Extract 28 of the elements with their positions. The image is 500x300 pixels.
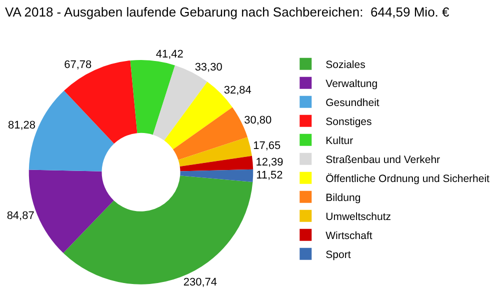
data-label: 33,30: [194, 61, 222, 74]
legend-label: Öffentliche Ordnung und Sicherheit: [326, 172, 490, 185]
legend-label: Sport: [326, 248, 351, 261]
legend-label: Verwaltung: [326, 78, 378, 90]
legend-label: Bildung: [326, 192, 361, 204]
donut-slice: [180, 156, 254, 172]
donut-slice: [180, 169, 254, 182]
legend-label: Soziales: [326, 58, 366, 71]
donut-slice: [64, 60, 138, 144]
legend-label: Wirtschaft: [326, 230, 372, 242]
data-label: 230,74: [183, 276, 218, 288]
data-label: 32,84: [224, 84, 252, 97]
chart-title: VA 2018 - Ausgaben laufende Gebarung nach Sachbereichen: 644,59 Mio. €: [5, 4, 450, 20]
data-label: 30,80: [244, 114, 272, 126]
data-label: 12,39: [256, 156, 284, 169]
legend-label: Gesundheit: [326, 96, 380, 109]
data-label: 41,42: [156, 48, 184, 61]
data-label: 17,65: [253, 140, 281, 152]
legend-label: Umweltschutz: [326, 210, 391, 223]
legend-label: Straßenbau und Verkehr: [326, 154, 441, 166]
legend-label: Kultur: [326, 134, 354, 147]
data-label: 81,28: [8, 120, 36, 132]
data-label: 11,52: [256, 170, 283, 182]
donut-slice: [178, 137, 252, 166]
data-label: 84,87: [6, 210, 34, 222]
data-label: 67,78: [64, 59, 92, 72]
donut-slice: [130, 60, 175, 135]
legend-label: Sonstiges: [326, 116, 372, 128]
